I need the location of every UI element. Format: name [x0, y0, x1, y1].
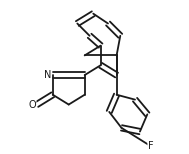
Text: F: F [148, 141, 154, 151]
Text: N: N [43, 70, 51, 80]
Text: O: O [28, 99, 36, 109]
